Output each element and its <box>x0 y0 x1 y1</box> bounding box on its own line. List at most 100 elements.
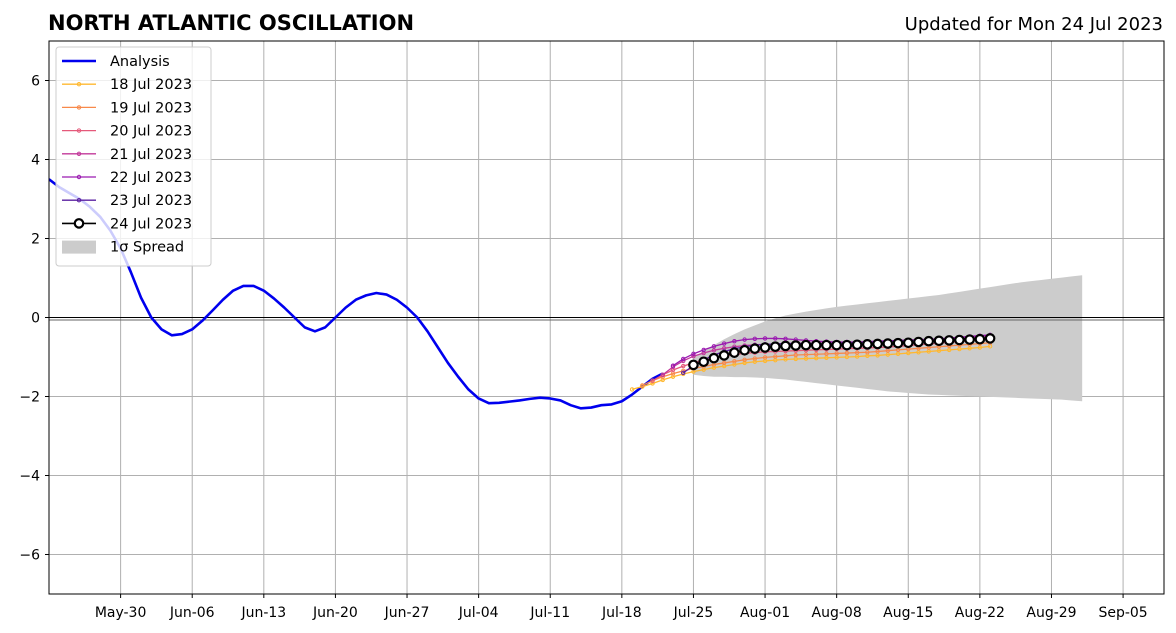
forecast-point <box>824 355 829 360</box>
legend-label: 20 Jul 2023 <box>110 124 192 140</box>
x-tick-label: Aug-22 <box>955 605 1005 621</box>
forecast-point <box>803 352 809 357</box>
analysis-line <box>49 178 664 410</box>
chart-subtitle: Updated for Mon 24 Jul 2023 <box>905 14 1163 35</box>
spread-layer <box>693 275 1083 402</box>
forecast-point <box>831 339 842 351</box>
forecast-point <box>892 337 904 349</box>
x-tick-label: Jun-20 <box>312 605 358 621</box>
x-tick-label: Aug-08 <box>812 605 862 621</box>
x-tick-label: May-30 <box>95 605 147 621</box>
x-tick-label: Jun-13 <box>240 605 286 621</box>
y-axis: −6 −4 −2 0 2 4 6 <box>19 74 49 564</box>
forecast-point <box>769 341 781 353</box>
forecast-point <box>793 356 798 362</box>
forecast-point <box>803 356 809 361</box>
forecast-point <box>729 347 740 358</box>
forecast-point <box>650 381 655 386</box>
legend-label: 24 Jul 2023 <box>110 216 192 232</box>
x-tick-label: Aug-01 <box>740 605 790 621</box>
y-tick-label: 4 <box>31 153 40 169</box>
forecast-point <box>688 359 699 371</box>
forecast-point <box>752 356 758 361</box>
forecast-point <box>851 339 863 351</box>
forecast-point <box>946 347 952 353</box>
forecast-point <box>800 339 812 351</box>
forecast-point <box>742 357 747 362</box>
forecast-point <box>780 340 791 352</box>
legend-label: 21 Jul 2023 <box>110 147 192 163</box>
forecast-point <box>640 383 645 388</box>
legend-label: 22 Jul 2023 <box>110 170 192 186</box>
legend-swatch-marker <box>76 105 82 110</box>
forecast-line <box>642 342 991 387</box>
forecast-point <box>708 352 720 364</box>
legend: Analysis 18 Jul 2023 19 Jul 2023 20 Jul 202… <box>55 46 212 267</box>
x-tick-label: Aug-15 <box>883 605 933 621</box>
x-tick-label: Jun-06 <box>169 605 215 621</box>
y-tick-label: −2 <box>19 390 40 406</box>
forecast-point <box>933 335 945 347</box>
legend-swatch-marker <box>76 128 82 133</box>
forecast-point <box>885 352 891 357</box>
forecast-point <box>759 342 771 353</box>
y-tick-label: −4 <box>19 469 40 485</box>
forecast-point <box>732 359 737 364</box>
forecast-point <box>698 356 709 368</box>
forecast-point <box>732 339 737 344</box>
x-tick-label: Jul-18 <box>601 605 642 621</box>
forecast-point <box>821 339 832 351</box>
forecast-point <box>793 352 798 358</box>
x-tick-label: Jul-25 <box>673 605 714 621</box>
forecast-point <box>691 351 696 357</box>
forecast-point <box>913 336 924 348</box>
forecast-point <box>984 333 996 344</box>
legend-label: 1σ Spread <box>110 240 184 256</box>
x-tick-label: Jun-27 <box>384 605 430 621</box>
forecast-point <box>711 344 717 349</box>
x-tick-label: Aug-29 <box>1026 605 1076 621</box>
y-tick-label: 0 <box>31 311 40 327</box>
forecast-point <box>783 353 788 359</box>
legend-label: 18 Jul 2023 <box>110 77 192 93</box>
forecast-point <box>865 350 870 355</box>
x-tick-label: Jul-04 <box>458 605 499 621</box>
forecast-point <box>834 351 839 356</box>
forecast-point <box>943 335 955 346</box>
legend-swatch-marker <box>76 174 82 180</box>
forecast-point <box>954 334 965 346</box>
x-axis: May-30 Jun-06 Jun-13 Jun-20 Jun-27 Jul-04 Jul-… <box>95 594 1148 621</box>
forecast-point <box>721 360 727 366</box>
forecast-point <box>681 363 686 369</box>
forecast-point <box>814 355 819 361</box>
forecast-point <box>841 339 853 351</box>
y-tick-label: 2 <box>31 232 40 248</box>
forecast-point <box>957 346 962 352</box>
forecast-point <box>854 350 860 355</box>
forecast-point <box>923 335 935 347</box>
forecast-point <box>854 354 860 359</box>
forecast-point <box>926 349 931 354</box>
forecast-point <box>875 349 880 354</box>
forecast-point <box>875 353 880 358</box>
forecast-point <box>964 334 975 345</box>
forecast-point <box>752 336 758 342</box>
forecast-point <box>681 356 686 362</box>
forecast-point <box>718 350 730 361</box>
y-tick-label: −6 <box>19 548 40 564</box>
legend-swatch-marker <box>76 198 82 203</box>
legend-swatch-marker <box>76 151 82 157</box>
forecast-point <box>977 345 983 350</box>
forecast-point <box>629 387 635 392</box>
legend-label: 23 Jul 2023 <box>110 193 192 209</box>
forecast-point <box>936 348 942 353</box>
forecast-point <box>882 338 894 349</box>
forecast-point <box>742 337 747 342</box>
forecast-point <box>895 351 901 357</box>
forecast-point <box>974 333 986 345</box>
forecast-point <box>773 336 778 341</box>
spread-band <box>693 275 1083 402</box>
forecast-point <box>660 372 665 377</box>
legend-swatch-spread <box>62 240 96 254</box>
